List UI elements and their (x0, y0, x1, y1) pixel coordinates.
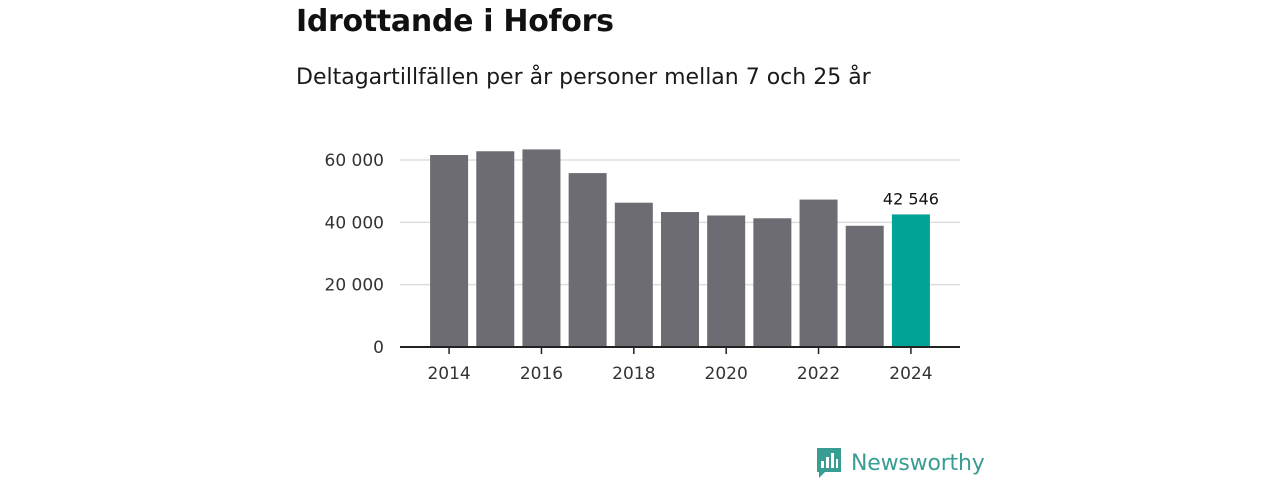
brand-name: Newsworthy (851, 450, 985, 476)
bar-2023 (845, 225, 884, 347)
bar-chart-speech-icon (817, 448, 841, 478)
bar-2015 (476, 151, 515, 347)
x-tick-label: 2024 (889, 364, 932, 384)
bar-2018 (614, 202, 653, 347)
x-tick-label: 2020 (705, 364, 748, 384)
bar-2024 (891, 214, 930, 347)
bar-2022 (799, 199, 838, 347)
x-tick-label: 2016 (520, 364, 563, 384)
data-label: 42 546 (883, 189, 939, 208)
y-tick-label: 40 000 (325, 213, 384, 233)
y-tick-label: 20 000 (325, 276, 384, 296)
bar-2019 (661, 212, 699, 347)
y-tick-label: 60 000 (325, 151, 384, 171)
x-tick-label: 2022 (797, 364, 840, 384)
bar-2021 (753, 218, 792, 347)
y-tick-label: 0 (373, 338, 384, 358)
bar-2014 (430, 155, 469, 347)
brand-logo: Newsworthy (815, 446, 985, 480)
x-tick-label: 2018 (612, 364, 655, 384)
chart-subtitle: Deltagartillfällen per år personer mella… (296, 65, 871, 90)
chart-title: Idrottande i Hofors (296, 4, 614, 39)
bar-2020 (707, 215, 746, 347)
bar-chart: 0 20 000 40 000 60 000 42 546 2014 2016 2018 202… (325, 149, 960, 384)
bar-2016 (522, 149, 561, 347)
x-tick-label: 2014 (427, 364, 470, 384)
bar-2017 (568, 173, 607, 347)
